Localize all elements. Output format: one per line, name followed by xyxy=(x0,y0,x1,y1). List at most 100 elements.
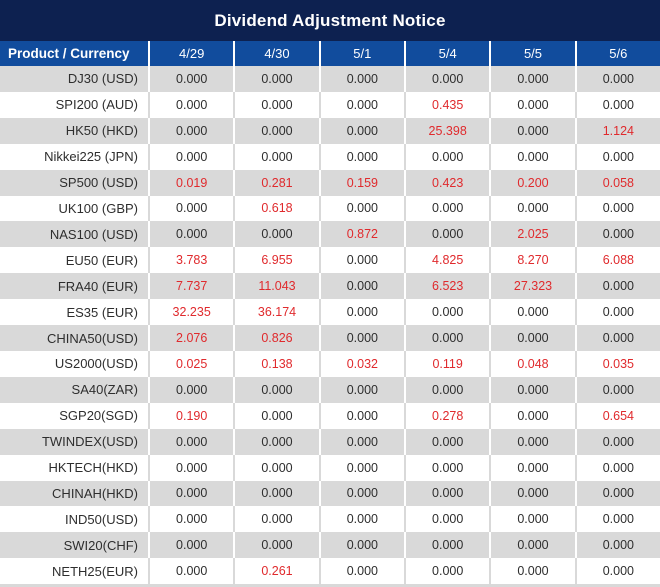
dividend-value-cell: 0.000 xyxy=(233,454,318,481)
dividend-value-cell: 0.000 xyxy=(489,402,574,429)
table-row: Nikkei225 (JPN) 0.000 0.000 0.000 0.000 0.000… xyxy=(0,143,660,170)
dividend-value-cell: 0.000 xyxy=(233,402,318,429)
dividend-value-cell: 0.000 xyxy=(574,91,660,118)
dividend-value-cell: 0.000 xyxy=(489,558,574,585)
dividend-value-cell: 0.281 xyxy=(233,169,318,196)
dividend-value-cell: 0.000 xyxy=(574,480,660,507)
dividend-value-cell: 0.000 xyxy=(404,558,489,585)
table-row: DJ30 (USD) 0.000 0.000 0.000 0.000 0.000 0.000 xyxy=(0,66,660,92)
dividend-value-cell: 32.235 xyxy=(148,299,233,326)
dividend-value-cell: 2.076 xyxy=(148,325,233,351)
dividend-value-cell: 0.000 xyxy=(318,428,404,455)
dividend-value-cell: 0.000 xyxy=(148,143,233,170)
dividend-value-cell: 0.000 xyxy=(489,428,574,455)
dividend-value-cell: 0.000 xyxy=(318,325,404,351)
dividend-value-cell: 0.000 xyxy=(318,506,404,533)
dividend-value-cell: 0.000 xyxy=(489,376,574,403)
dividend-value-cell: 0.000 xyxy=(489,143,574,170)
dividend-value-cell: 0.000 xyxy=(233,221,318,248)
product-label: EU50 (EUR) xyxy=(65,252,138,268)
product-label: Nikkei225 (JPN) xyxy=(44,149,138,165)
dividend-value-cell: 0.000 xyxy=(318,402,404,429)
product-label: ES35 (EUR) xyxy=(66,304,138,320)
product-label: HK50 (HKD) xyxy=(65,123,138,139)
dividend-value-cell: 0.035 xyxy=(574,350,660,377)
table-row: SP500 (USD) 0.019 0.281 0.159 0.423 0.200 0.05… xyxy=(0,169,660,196)
dividend-value-cell: 0.000 xyxy=(148,376,233,403)
dividend-value-cell: 0.000 xyxy=(574,143,660,170)
dividend-value-cell: 0.138 xyxy=(233,350,318,377)
table-row: NETH25(EUR) 0.000 0.261 0.000 0.000 0.000 0.00… xyxy=(0,558,660,585)
dividend-value-cell: 0.000 xyxy=(318,299,404,326)
dividend-value-cell: 0.000 xyxy=(574,558,660,585)
product-label: SA40(ZAR) xyxy=(71,382,138,398)
dividend-value-cell: 0.000 xyxy=(489,299,574,326)
dividend-value-cell: 0.000 xyxy=(489,480,574,507)
dividend-value-cell: 0.000 xyxy=(233,66,318,92)
dividend-value-cell: 0.000 xyxy=(148,66,233,92)
dividend-value-cell: 0.000 xyxy=(148,506,233,533)
table-row: UK100 (GBP) 0.000 0.618 0.000 0.000 0.000 0.00… xyxy=(0,195,660,222)
dividend-value-cell: 0.000 xyxy=(404,143,489,170)
dividend-value-cell: 2.025 xyxy=(489,221,574,248)
product-label: SGP20(SGD) xyxy=(59,408,138,424)
table-row: SPI200 (AUD) 0.000 0.000 0.000 0.435 0.000 0.0… xyxy=(0,91,660,118)
dividend-value-cell: 0.435 xyxy=(404,91,489,118)
dividend-value-cell: 0.000 xyxy=(148,195,233,222)
dividend-value-cell: 0.000 xyxy=(574,299,660,326)
table-row: TWINDEX(USD) 0.000 0.000 0.000 0.000 0.000 0.0… xyxy=(0,428,660,455)
dividend-value-cell: 0.000 xyxy=(574,66,660,92)
dividend-value-cell: 0.000 xyxy=(318,480,404,507)
table-body: DJ30 (USD) 0.000 0.000 0.000 0.000 0.000 0.000… xyxy=(0,66,660,585)
dividend-value-cell: 0.000 xyxy=(404,428,489,455)
dividend-value-cell: 0.618 xyxy=(233,195,318,222)
table-row: IND50(USD) 0.000 0.000 0.000 0.000 0.000 0.000 xyxy=(0,506,660,533)
dividend-value-cell: 0.000 xyxy=(489,117,574,144)
table-header-row: Product / Currency 4/29 4/30 5/1 5/4 5/5… xyxy=(0,41,660,66)
dividend-value-cell: 0.000 xyxy=(574,428,660,455)
table-row: NAS100 (USD) 0.000 0.000 0.872 0.000 2.025 0.0… xyxy=(0,221,660,248)
dividend-value-cell: 0.423 xyxy=(404,169,489,196)
table-row: SWI20(CHF) 0.000 0.000 0.000 0.000 0.000 0.000 xyxy=(0,532,660,559)
dividend-value-cell: 0.000 xyxy=(574,273,660,300)
table-row: SA40(ZAR) 0.000 0.000 0.000 0.000 0.000 0.000 xyxy=(0,376,660,403)
product-label: CHINAH(HKD) xyxy=(52,485,138,501)
dividend-value-cell: 36.174 xyxy=(233,299,318,326)
dividend-value-cell: 0.000 xyxy=(404,506,489,533)
column-header-date-3: 5/1 xyxy=(318,41,404,66)
product-label: HKTECH(HKD) xyxy=(48,460,138,476)
column-header-date-6: 5/6 xyxy=(574,41,660,66)
dividend-value-cell: 0.000 xyxy=(489,325,574,351)
dividend-value-cell: 27.323 xyxy=(489,273,574,300)
dividend-value-cell: 0.000 xyxy=(233,480,318,507)
product-label: US2000(USD) xyxy=(54,356,138,372)
dividend-value-cell: 0.000 xyxy=(233,506,318,533)
dividend-value-cell: 0.000 xyxy=(574,325,660,351)
dividend-value-cell: 0.000 xyxy=(574,506,660,533)
table-row: FRA40 (EUR) 7.737 11.043 0.000 6.523 27.323 0.… xyxy=(0,273,660,300)
table-row: ES35 (EUR) 32.235 36.174 0.000 0.000 0.000 0.0… xyxy=(0,299,660,326)
dividend-value-cell: 0.654 xyxy=(574,402,660,429)
dividend-value-cell: 0.278 xyxy=(404,402,489,429)
dividend-value-cell: 8.270 xyxy=(489,247,574,274)
dividend-value-cell: 4.825 xyxy=(404,247,489,274)
dividend-value-cell: 0.000 xyxy=(233,117,318,144)
dividend-value-cell: 25.398 xyxy=(404,117,489,144)
dividend-value-cell: 0.000 xyxy=(404,66,489,92)
dividend-value-cell: 0.000 xyxy=(574,376,660,403)
dividend-value-cell: 0.872 xyxy=(318,221,404,248)
dividend-value-cell: 0.000 xyxy=(489,506,574,533)
table-row: US2000(USD) 0.025 0.138 0.032 0.119 0.048 0.03… xyxy=(0,350,660,377)
dividend-value-cell: 0.000 xyxy=(148,428,233,455)
dividend-value-cell: 0.000 xyxy=(574,532,660,559)
dividend-value-cell: 0.826 xyxy=(233,325,318,351)
dividend-value-cell: 0.019 xyxy=(148,169,233,196)
dividend-value-cell: 0.000 xyxy=(148,117,233,144)
dividend-value-cell: 0.048 xyxy=(489,350,574,377)
table-row: HKTECH(HKD) 0.000 0.000 0.000 0.000 0.000 0.00… xyxy=(0,454,660,481)
dividend-value-cell: 0.000 xyxy=(318,454,404,481)
dividend-value-cell: 0.032 xyxy=(318,350,404,377)
dividend-value-cell: 0.000 xyxy=(404,299,489,326)
product-label: TWINDEX(USD) xyxy=(41,434,138,450)
